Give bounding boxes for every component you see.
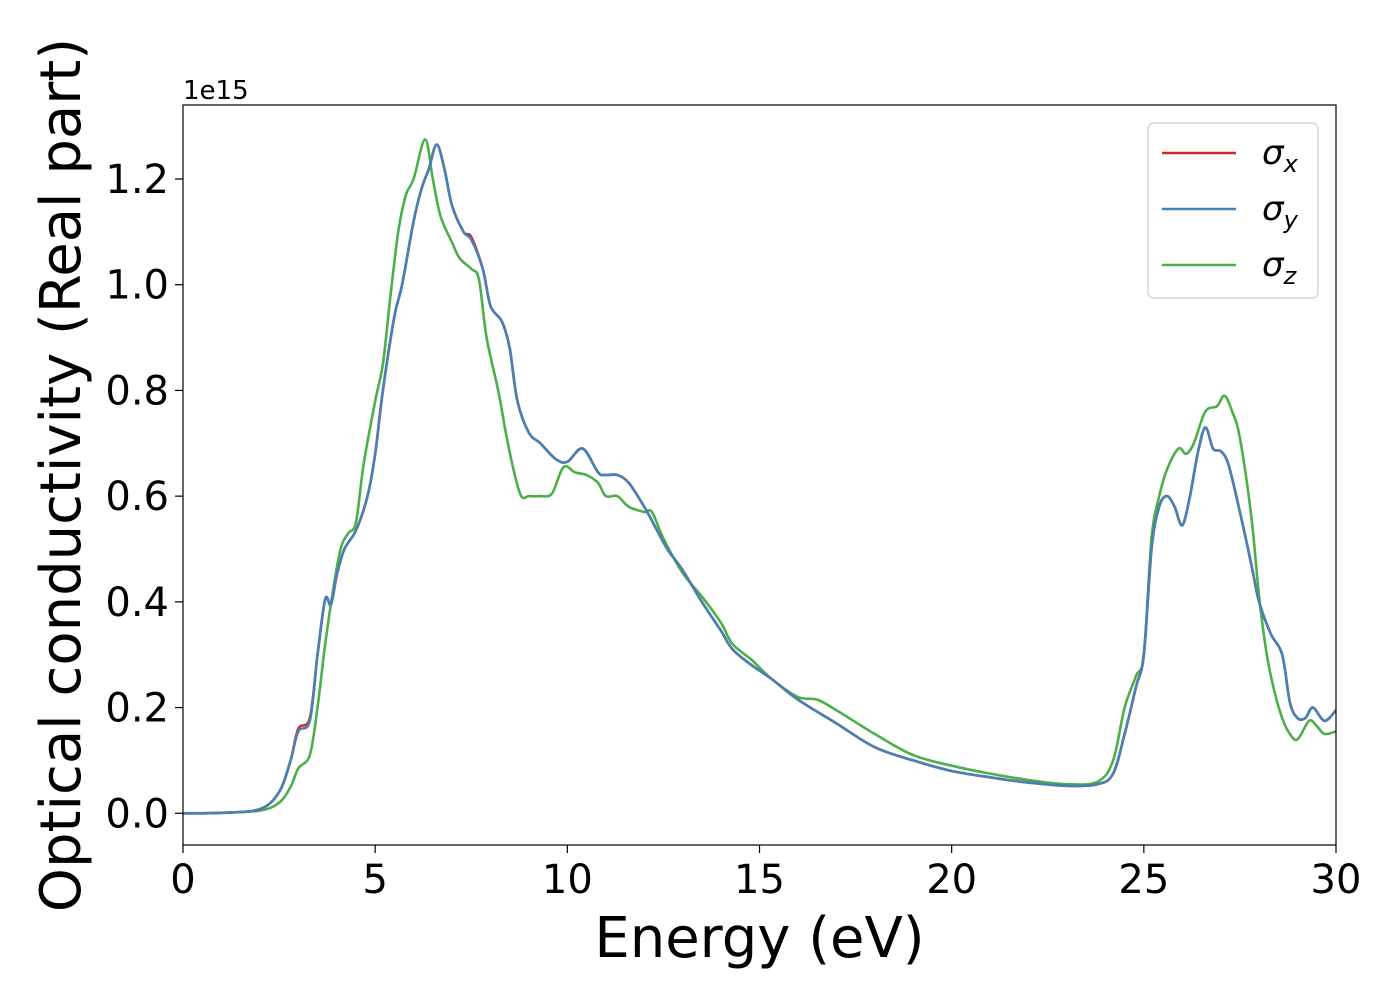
- y-axis-ticks: 0.0 0.2 0.4 0.6 0.8 1.0 1.2: [105, 157, 183, 837]
- y-tick-label: 0.0: [105, 791, 169, 837]
- x-axis-label: Energy (eV): [594, 906, 924, 971]
- legend-label-x: σx: [1262, 133, 1299, 178]
- series-line-z: [183, 138, 1336, 815]
- legend: σx σy σz: [1147, 122, 1319, 299]
- x-tick-label: 15: [734, 857, 785, 903]
- y-tick-label: 0.8: [105, 368, 169, 414]
- x-tick-label: 0: [170, 857, 195, 903]
- legend-box: [1147, 122, 1319, 299]
- y-tick-label: 0.6: [105, 474, 169, 520]
- series-lines: [183, 138, 1336, 815]
- y-tick-label: 1.2: [105, 157, 169, 203]
- legend-label-z: σz: [1262, 245, 1298, 290]
- x-tick-label: 20: [926, 857, 977, 903]
- x-tick-label: 25: [1118, 857, 1169, 903]
- x-tick-label: 30: [1311, 857, 1362, 903]
- y-tick-label: 1.0: [105, 263, 169, 309]
- x-axis-ticks: 0 5 10 15 20 25 30: [170, 845, 1361, 903]
- series-line-y: [183, 143, 1336, 815]
- legend-label-y: σy: [1262, 189, 1299, 234]
- y-axis-label: Optical conductivity (Real part): [29, 38, 94, 912]
- y-offset-label: 1e15: [183, 76, 249, 106]
- y-tick-label: 0.2: [105, 686, 169, 732]
- x-tick-label: 5: [362, 857, 387, 903]
- y-tick-label: 0.4: [105, 580, 169, 626]
- x-tick-label: 10: [542, 857, 593, 903]
